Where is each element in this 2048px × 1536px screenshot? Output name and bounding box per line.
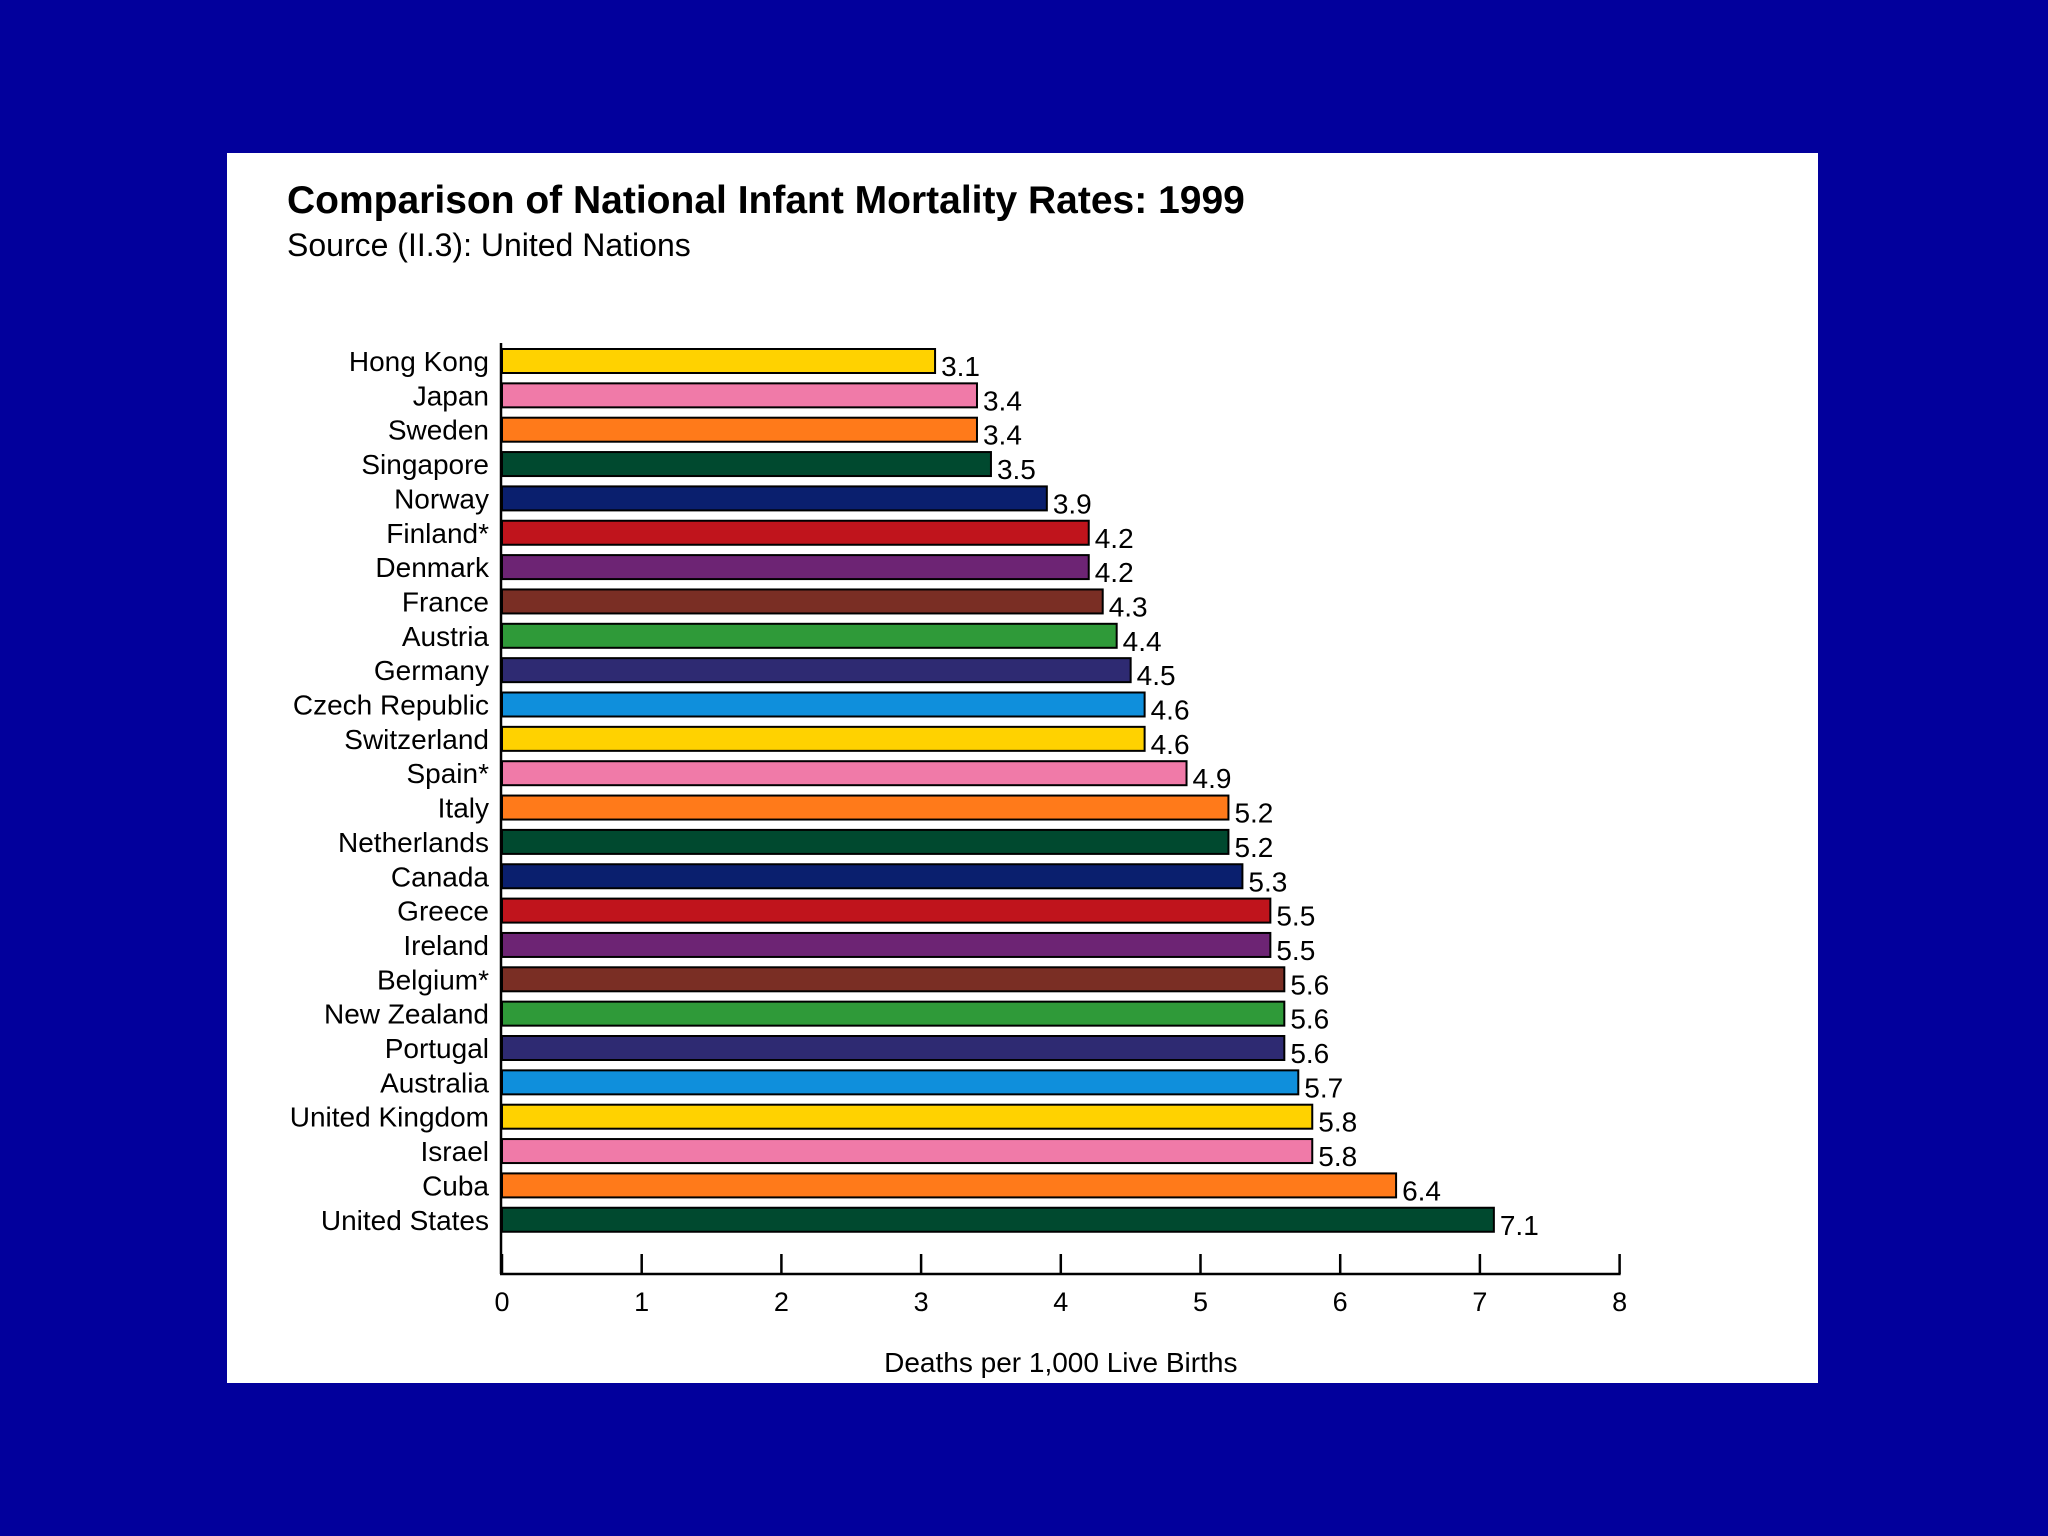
bar (501, 554, 1090, 581)
bar (501, 760, 1188, 787)
category-label: Netherlands (338, 827, 489, 858)
category-label: Portugal (385, 1033, 489, 1064)
category-label: Cuba (422, 1170, 489, 1201)
bar (501, 966, 1286, 993)
bar (501, 897, 1272, 924)
value-label: 5.5 (1276, 901, 1315, 932)
value-label: 4.5 (1137, 660, 1176, 691)
bar (501, 931, 1272, 958)
value-label: 3.1 (941, 351, 980, 382)
bar-chart: 0 1 2 3 4 5 6 7 8 Hong Kong 3.1 Japan 3.4 Sweden 3.4 Si… (290, 343, 1627, 1378)
bar (501, 1035, 1286, 1061)
value-label: 3.9 (1053, 488, 1092, 519)
category-label: Norway (394, 483, 489, 514)
bar (501, 828, 1230, 855)
bar (501, 1172, 1398, 1199)
value-label: 4.6 (1151, 695, 1190, 726)
x-tick-label: 7 (1472, 1287, 1487, 1317)
value-label: 4.6 (1151, 729, 1190, 760)
chart-subtitle: Source (II.3): United Nations (287, 227, 691, 263)
category-label: Belgium* (377, 964, 489, 995)
bar (501, 657, 1132, 684)
bar (501, 382, 978, 409)
value-label: 5.6 (1290, 969, 1329, 1000)
category-label: Spain* (406, 758, 489, 789)
category-label: Ireland (403, 930, 489, 961)
value-label: 6.4 (1402, 1175, 1441, 1206)
category-label: Czech Republic (293, 690, 489, 721)
category-label: United Kingdom (290, 1102, 489, 1133)
value-label: 4.4 (1123, 626, 1162, 657)
x-tick-label: 4 (1053, 1287, 1068, 1317)
value-label: 3.4 (983, 385, 1022, 416)
value-label: 4.3 (1109, 591, 1148, 622)
category-label: Japan (413, 380, 489, 411)
value-label: 5.8 (1318, 1141, 1357, 1172)
category-label: Italy (438, 793, 489, 824)
bar (501, 348, 937, 374)
bar (501, 588, 1104, 615)
value-label: 5.6 (1290, 1004, 1329, 1035)
category-label: United States (321, 1205, 489, 1236)
value-label: 5.5 (1276, 935, 1315, 966)
x-tick-label: 5 (1193, 1287, 1208, 1317)
chart-panel: Comparison of National Infant Mortality … (227, 153, 1818, 1383)
bar (501, 725, 1146, 752)
bar (501, 1069, 1300, 1096)
value-label: 5.8 (1318, 1107, 1357, 1138)
category-label: Singapore (361, 449, 489, 480)
category-label: Australia (380, 1067, 489, 1098)
category-label: Hong Kong (349, 346, 489, 377)
value-label: 3.4 (983, 420, 1022, 451)
category-label: Canada (391, 861, 490, 892)
bar (501, 1000, 1286, 1027)
x-tick-label: 1 (634, 1287, 649, 1317)
x-tick-label: 0 (494, 1287, 509, 1317)
bar (501, 485, 1048, 512)
value-label: 4.9 (1193, 763, 1232, 794)
x-tick-label: 3 (914, 1287, 929, 1317)
bar (501, 1103, 1314, 1130)
category-label: New Zealand (324, 999, 489, 1030)
bar (501, 451, 992, 478)
x-tick-label: 2 (774, 1287, 789, 1317)
bar (501, 416, 978, 443)
bar (501, 1138, 1314, 1165)
category-label: Switzerland (344, 724, 489, 755)
category-label: Greece (397, 896, 489, 927)
category-label: France (402, 586, 489, 617)
chart-title: Comparison of National Infant Mortality … (287, 179, 1245, 222)
x-tick-label: 6 (1333, 1287, 1348, 1317)
value-label: 5.7 (1304, 1072, 1343, 1103)
x-tick-label: 8 (1612, 1287, 1627, 1317)
value-label: 5.6 (1290, 1038, 1329, 1069)
category-label: Austria (402, 621, 490, 652)
value-label: 3.5 (997, 454, 1036, 485)
category-label: Germany (374, 655, 489, 686)
bar (501, 863, 1244, 890)
bar (501, 1206, 1495, 1233)
bar (501, 691, 1146, 718)
category-label: Denmark (375, 552, 490, 583)
bar (501, 794, 1230, 821)
category-label: Finland* (386, 518, 489, 549)
bar (501, 519, 1090, 546)
category-label: Sweden (388, 415, 489, 446)
value-label: 5.3 (1248, 866, 1287, 897)
value-label: 4.2 (1095, 523, 1134, 554)
x-axis-label: Deaths per 1,000 Live Births (884, 1347, 1237, 1378)
value-label: 7.1 (1500, 1210, 1539, 1241)
value-label: 4.2 (1095, 557, 1134, 588)
value-label: 5.2 (1234, 832, 1273, 863)
category-label: Israel (421, 1136, 489, 1167)
bar (501, 622, 1118, 649)
value-label: 5.2 (1234, 798, 1273, 829)
